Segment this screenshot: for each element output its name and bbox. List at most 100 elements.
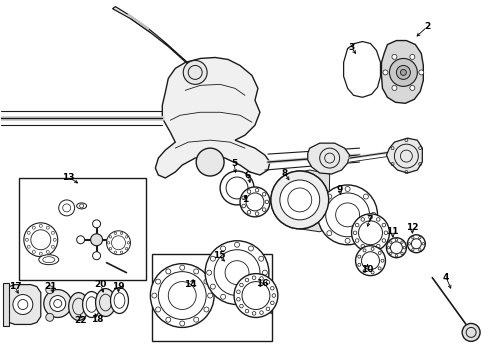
Polygon shape [217, 282, 272, 314]
Circle shape [152, 293, 157, 298]
Circle shape [271, 171, 329, 229]
Circle shape [410, 54, 415, 59]
Circle shape [59, 200, 74, 216]
Circle shape [166, 317, 171, 322]
Ellipse shape [83, 292, 100, 318]
Circle shape [259, 256, 264, 261]
Circle shape [91, 234, 102, 246]
Polygon shape [155, 58, 270, 178]
Circle shape [259, 284, 264, 289]
Circle shape [156, 279, 161, 284]
Circle shape [392, 85, 397, 90]
Bar [19, 178, 147, 280]
Text: 12: 12 [406, 223, 418, 232]
Circle shape [106, 231, 130, 255]
Ellipse shape [69, 293, 89, 320]
Text: 22: 22 [74, 316, 87, 325]
Circle shape [13, 294, 33, 315]
Circle shape [319, 148, 340, 168]
Circle shape [419, 70, 424, 75]
Text: 18: 18 [91, 315, 104, 324]
Circle shape [462, 323, 480, 341]
Circle shape [24, 223, 58, 257]
Text: 15: 15 [213, 251, 225, 260]
Circle shape [204, 307, 209, 312]
Text: 2: 2 [424, 22, 430, 31]
Polygon shape [5, 285, 41, 324]
Text: 6: 6 [245, 171, 251, 180]
Circle shape [205, 241, 269, 305]
Polygon shape [308, 143, 349, 174]
Circle shape [210, 284, 216, 289]
Circle shape [180, 321, 185, 326]
Text: 7: 7 [367, 215, 373, 224]
Circle shape [248, 294, 253, 299]
Circle shape [204, 279, 209, 284]
Circle shape [352, 214, 390, 252]
Circle shape [394, 144, 418, 168]
Circle shape [410, 85, 415, 90]
Circle shape [46, 313, 54, 321]
Circle shape [280, 180, 319, 220]
Circle shape [318, 185, 377, 245]
Circle shape [235, 298, 240, 303]
Bar [152, 254, 272, 341]
Text: 9: 9 [337, 185, 343, 194]
Circle shape [263, 270, 268, 275]
Polygon shape [300, 170, 330, 232]
Text: 1: 1 [242, 195, 248, 204]
Circle shape [196, 148, 224, 176]
Circle shape [240, 187, 270, 217]
Circle shape [407, 235, 425, 253]
Circle shape [392, 54, 397, 59]
Circle shape [210, 256, 216, 261]
Text: 10: 10 [361, 265, 374, 274]
Ellipse shape [39, 255, 59, 265]
Text: 19: 19 [112, 282, 125, 291]
Circle shape [396, 66, 410, 80]
Circle shape [183, 60, 207, 84]
Circle shape [220, 171, 254, 205]
Circle shape [356, 246, 386, 276]
Text: 3: 3 [348, 43, 355, 52]
Ellipse shape [111, 288, 128, 314]
Text: 11: 11 [386, 227, 399, 236]
Circle shape [207, 270, 212, 275]
Circle shape [50, 296, 66, 311]
Circle shape [400, 69, 406, 75]
Circle shape [280, 180, 319, 220]
Circle shape [271, 171, 329, 229]
Text: 14: 14 [184, 280, 196, 289]
Circle shape [46, 286, 54, 294]
Text: 17: 17 [9, 282, 21, 291]
Circle shape [235, 242, 240, 247]
Circle shape [387, 238, 406, 258]
Text: 20: 20 [95, 280, 107, 289]
Circle shape [220, 294, 225, 299]
Bar [3, 283, 9, 327]
Circle shape [180, 265, 185, 270]
Circle shape [70, 300, 77, 307]
Text: 21: 21 [45, 282, 57, 291]
Circle shape [248, 246, 253, 251]
Circle shape [44, 289, 72, 318]
Ellipse shape [96, 289, 116, 316]
Circle shape [108, 236, 117, 244]
Circle shape [234, 274, 278, 318]
Text: 5: 5 [231, 158, 237, 167]
Circle shape [208, 293, 213, 298]
Circle shape [150, 264, 214, 328]
Text: 13: 13 [62, 172, 75, 181]
Polygon shape [387, 138, 422, 173]
Circle shape [390, 58, 417, 86]
Text: 16: 16 [256, 279, 268, 288]
Circle shape [93, 220, 100, 228]
Circle shape [194, 317, 198, 322]
Circle shape [166, 269, 171, 274]
Polygon shape [382, 41, 423, 103]
Circle shape [93, 252, 100, 260]
Circle shape [76, 236, 85, 244]
Circle shape [220, 246, 225, 251]
Circle shape [156, 307, 161, 312]
Text: 4: 4 [443, 273, 449, 282]
